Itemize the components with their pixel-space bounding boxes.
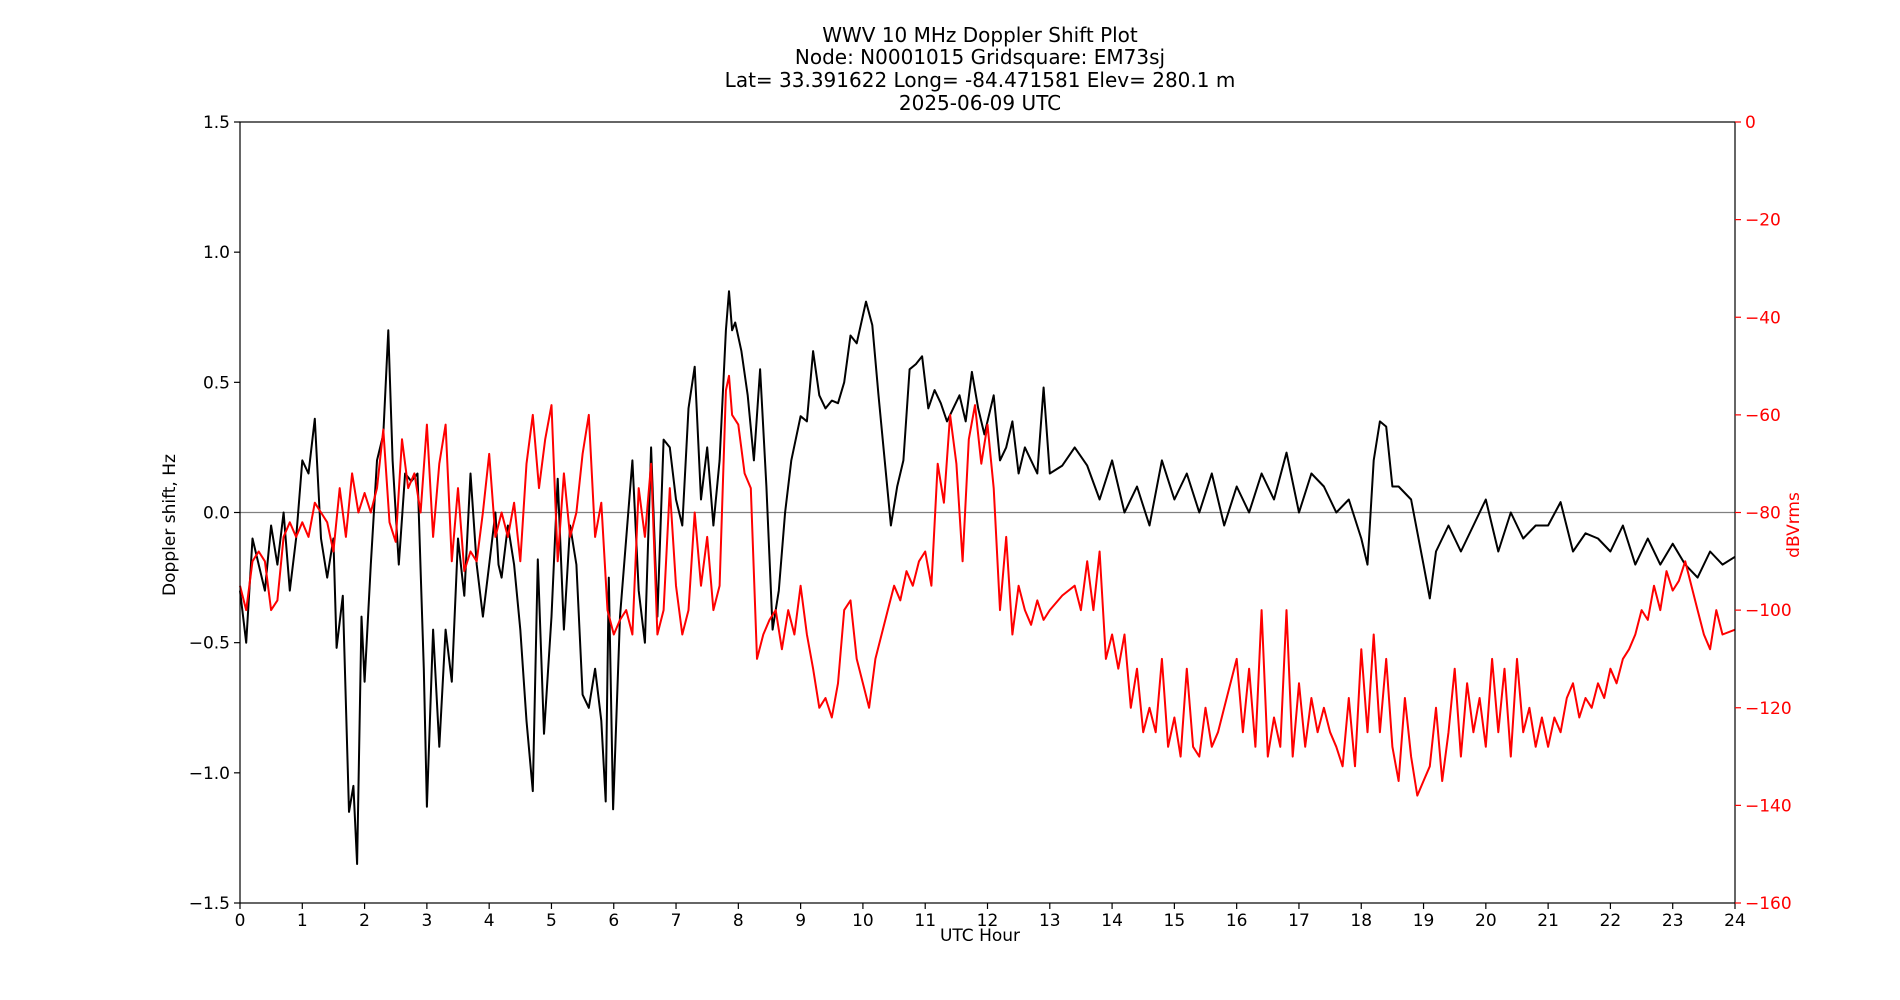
x-tick-label: 0 <box>235 911 246 931</box>
y-tick-label: −1.0 <box>189 764 230 784</box>
x-tick-label: 9 <box>795 911 806 931</box>
x-tick-label: 7 <box>671 911 682 931</box>
y2-tick-label: −120 <box>1745 699 1792 719</box>
y2-axis-label: dBVrms <box>1784 492 1804 558</box>
x-tick-label: 16 <box>1226 911 1248 931</box>
y-tick-label: 1.0 <box>203 243 230 263</box>
y2-tick-label: −100 <box>1745 601 1792 621</box>
plot-area <box>239 121 1736 904</box>
x-tick-label: 13 <box>1039 911 1061 931</box>
x-tick-label: 20 <box>1475 911 1497 931</box>
x-tick-label: 12 <box>977 911 999 931</box>
y2-tick-label: 0 <box>1745 113 1756 133</box>
title-line-1: WWV 10 MHz Doppler Shift Plot <box>822 23 1138 47</box>
x-tick-label: 6 <box>608 911 619 931</box>
y2-tick-label: −160 <box>1745 894 1792 914</box>
y2-tick-label: −80 <box>1745 504 1781 524</box>
y2-tick-label: −20 <box>1745 211 1781 231</box>
x-tick-label: 3 <box>421 911 432 931</box>
x-tick-label: 19 <box>1413 911 1435 931</box>
y-tick-label: −0.5 <box>189 634 230 654</box>
y2-tick-label: −40 <box>1745 308 1781 328</box>
x-tick-label: 23 <box>1662 911 1684 931</box>
y-tick-label: −1.5 <box>189 894 230 914</box>
y-tick-label: 0.5 <box>203 373 230 393</box>
y2-tick-label: −140 <box>1745 796 1792 816</box>
x-axis-label: UTC Hour <box>940 926 1020 946</box>
x-tick-label: 15 <box>1164 911 1186 931</box>
title-line-4: 2025-06-09 UTC <box>899 91 1061 115</box>
y-axis-label: Doppler shift, Hz <box>160 454 180 596</box>
doppler-shift-series-line <box>239 290 1736 865</box>
y-tick-label: 1.5 <box>203 113 230 133</box>
x-tick-label: 4 <box>484 911 495 931</box>
x-tick-label: 1 <box>297 911 308 931</box>
x-tick-label: 17 <box>1288 911 1310 931</box>
x-tick-label: 2 <box>359 911 370 931</box>
x-tick-label: 24 <box>1724 911 1746 931</box>
x-tick-label: 11 <box>914 911 936 931</box>
x-tick-label: 21 <box>1537 911 1559 931</box>
signal-power-series-line <box>239 374 1736 797</box>
axis-ticks: 0 1 2 3 4 5 6 7 8 9 10 11 12 13 14 15 16 17 18 19 20 21 22 23 24… <box>189 113 1792 931</box>
y2-tick-label: −60 <box>1745 406 1781 426</box>
title-line-3: Lat= 33.391622 Long= -84.471581 Elev= 28… <box>725 68 1236 92</box>
title-line-2: Node: N0001015 Gridsquare: EM73sj <box>795 45 1165 69</box>
x-tick-label: 10 <box>852 911 874 931</box>
x-tick-label: 8 <box>733 911 744 931</box>
x-tick-label: 22 <box>1600 911 1622 931</box>
chart-title: WWV 10 MHz Doppler Shift Plot Node: N000… <box>725 23 1236 115</box>
x-tick-label: 14 <box>1101 911 1123 931</box>
x-tick-label: 18 <box>1350 911 1372 931</box>
y-tick-label: 0.0 <box>203 504 230 524</box>
x-tick-label: 5 <box>546 911 557 931</box>
